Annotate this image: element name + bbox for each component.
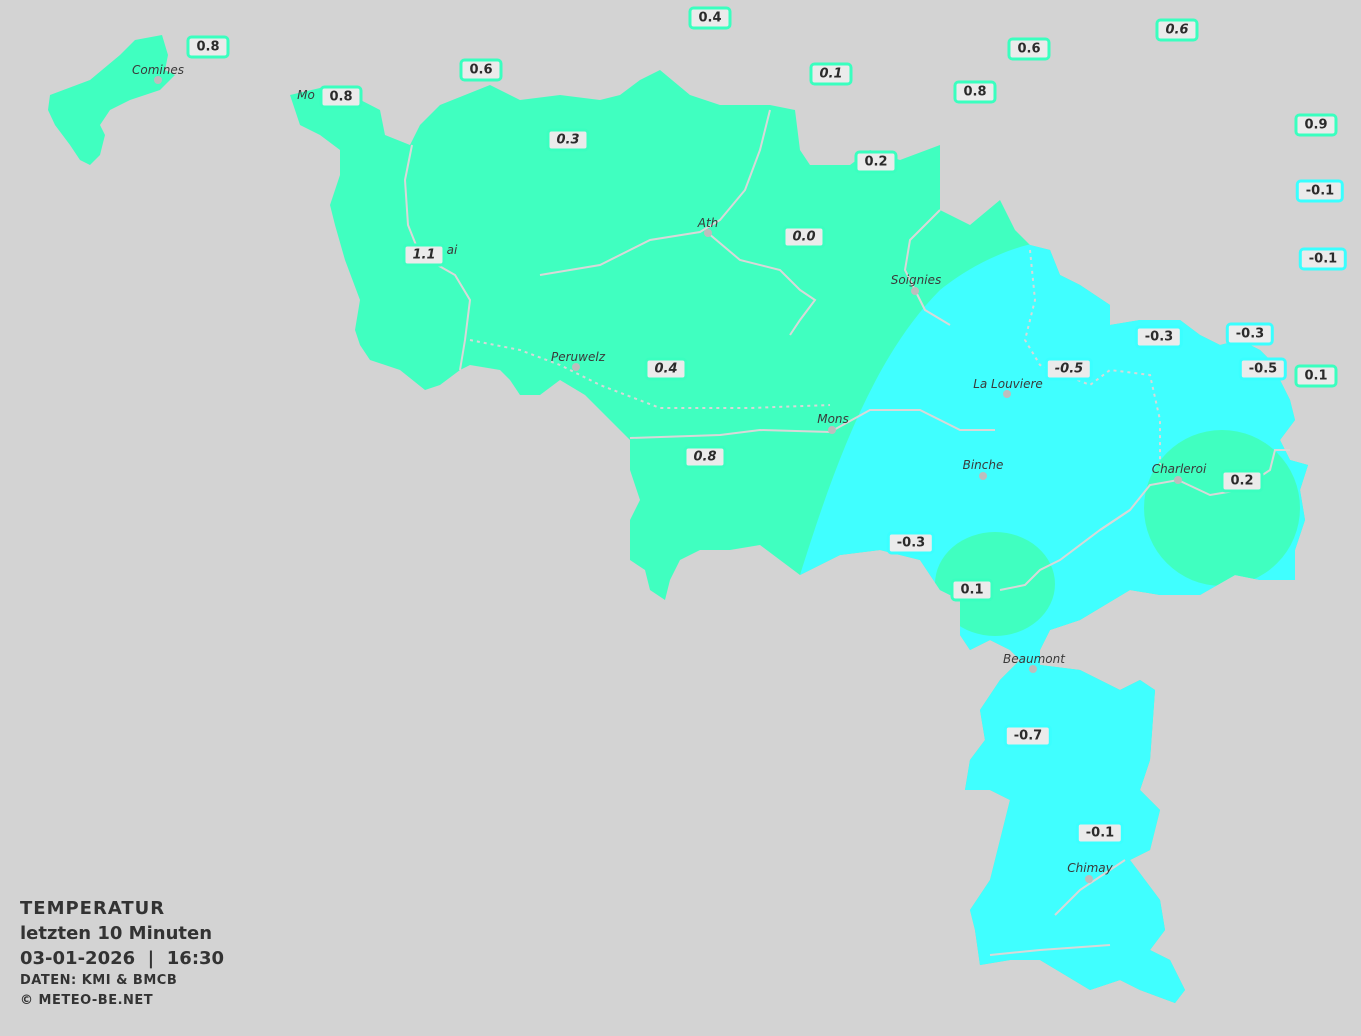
city-label: Peruwelz bbox=[551, 350, 605, 364]
city-dot bbox=[572, 363, 580, 371]
city-label: Comines bbox=[132, 63, 184, 77]
city-label: Mons bbox=[817, 412, 849, 426]
station-temperature[interactable]: -0.3 bbox=[886, 531, 936, 555]
warm-zone-thuin bbox=[935, 532, 1055, 636]
station-temperature[interactable]: 0.2 bbox=[1220, 469, 1264, 493]
station-temperature[interactable]: 0.6 bbox=[459, 58, 503, 82]
station-temperature[interactable]: 0.4 bbox=[644, 357, 688, 381]
station-temperature[interactable]: 0.8 bbox=[683, 445, 727, 469]
station-temperature[interactable]: 0.4 bbox=[688, 6, 732, 30]
legend-datetime: 03-01-2026 | 16:30 bbox=[20, 948, 225, 969]
city-label: Beaumont bbox=[1003, 652, 1065, 666]
city-dot bbox=[828, 426, 836, 434]
city-dot bbox=[1174, 476, 1182, 484]
city-label: Mo bbox=[297, 88, 315, 102]
station-temperature[interactable]: 0.1 bbox=[809, 62, 853, 86]
legend-period: letzten 10 Minuten bbox=[20, 923, 213, 944]
city-label: La Louviere bbox=[973, 377, 1043, 391]
station-temperature[interactable]: 0.0 bbox=[782, 225, 826, 249]
station-temperature[interactable]: 0.8 bbox=[186, 35, 230, 59]
city-dot bbox=[911, 287, 919, 295]
station-temperature[interactable]: 0.1 bbox=[950, 578, 994, 602]
station-temperature[interactable]: 0.9 bbox=[1294, 113, 1338, 137]
station-temperature[interactable]: 0.2 bbox=[854, 150, 898, 174]
legend: TEMPERATUR letzten 10 Minuten 03-01-2026… bbox=[20, 896, 224, 1011]
city-label: Ath bbox=[697, 216, 719, 230]
city-dot bbox=[704, 229, 712, 237]
station-temperature[interactable]: -0.1 bbox=[1075, 821, 1125, 845]
station-temperature[interactable]: -0.7 bbox=[1003, 724, 1053, 748]
station-temperature[interactable]: -0.5 bbox=[1238, 357, 1288, 381]
city-dot bbox=[1029, 665, 1037, 673]
city-dot bbox=[154, 76, 162, 84]
station-temperature[interactable]: -0.3 bbox=[1134, 325, 1184, 349]
city-label: Chimay bbox=[1067, 861, 1113, 875]
station-temperature[interactable]: -0.1 bbox=[1295, 179, 1345, 203]
city-dot bbox=[1003, 390, 1011, 398]
legend-copyright: © METEO-BE.NET bbox=[20, 993, 154, 1008]
station-temperature[interactable]: 0.3 bbox=[546, 128, 590, 152]
station-temperature[interactable]: 0.6 bbox=[1155, 18, 1199, 42]
legend-title: TEMPERATUR bbox=[20, 898, 166, 919]
station-temperature[interactable]: 0.6 bbox=[1007, 37, 1051, 61]
city-dot bbox=[1085, 875, 1093, 883]
city-label: Charleroi bbox=[1151, 462, 1207, 476]
station-temperature[interactable]: -0.1 bbox=[1298, 247, 1348, 271]
warm-zone-charleroi bbox=[1144, 430, 1300, 586]
legend-source: DATEN: KMI & BMCB bbox=[20, 973, 178, 988]
station-temperature[interactable]: 0.8 bbox=[319, 85, 363, 109]
city-dot bbox=[979, 472, 987, 480]
station-temperature[interactable]: 0.8 bbox=[953, 80, 997, 104]
station-temperature[interactable]: 1.1 bbox=[402, 243, 446, 267]
station-temperature[interactable]: -0.3 bbox=[1225, 322, 1275, 346]
city-dots bbox=[154, 76, 1182, 883]
city-label: ai bbox=[446, 243, 458, 257]
rivers bbox=[403, 109, 1290, 956]
city-label: Soignies bbox=[890, 273, 942, 287]
city-label: Binche bbox=[962, 458, 1004, 472]
station-temperature[interactable]: -0.5 bbox=[1044, 357, 1094, 381]
station-temperature[interactable]: 0.1 bbox=[1294, 364, 1338, 388]
